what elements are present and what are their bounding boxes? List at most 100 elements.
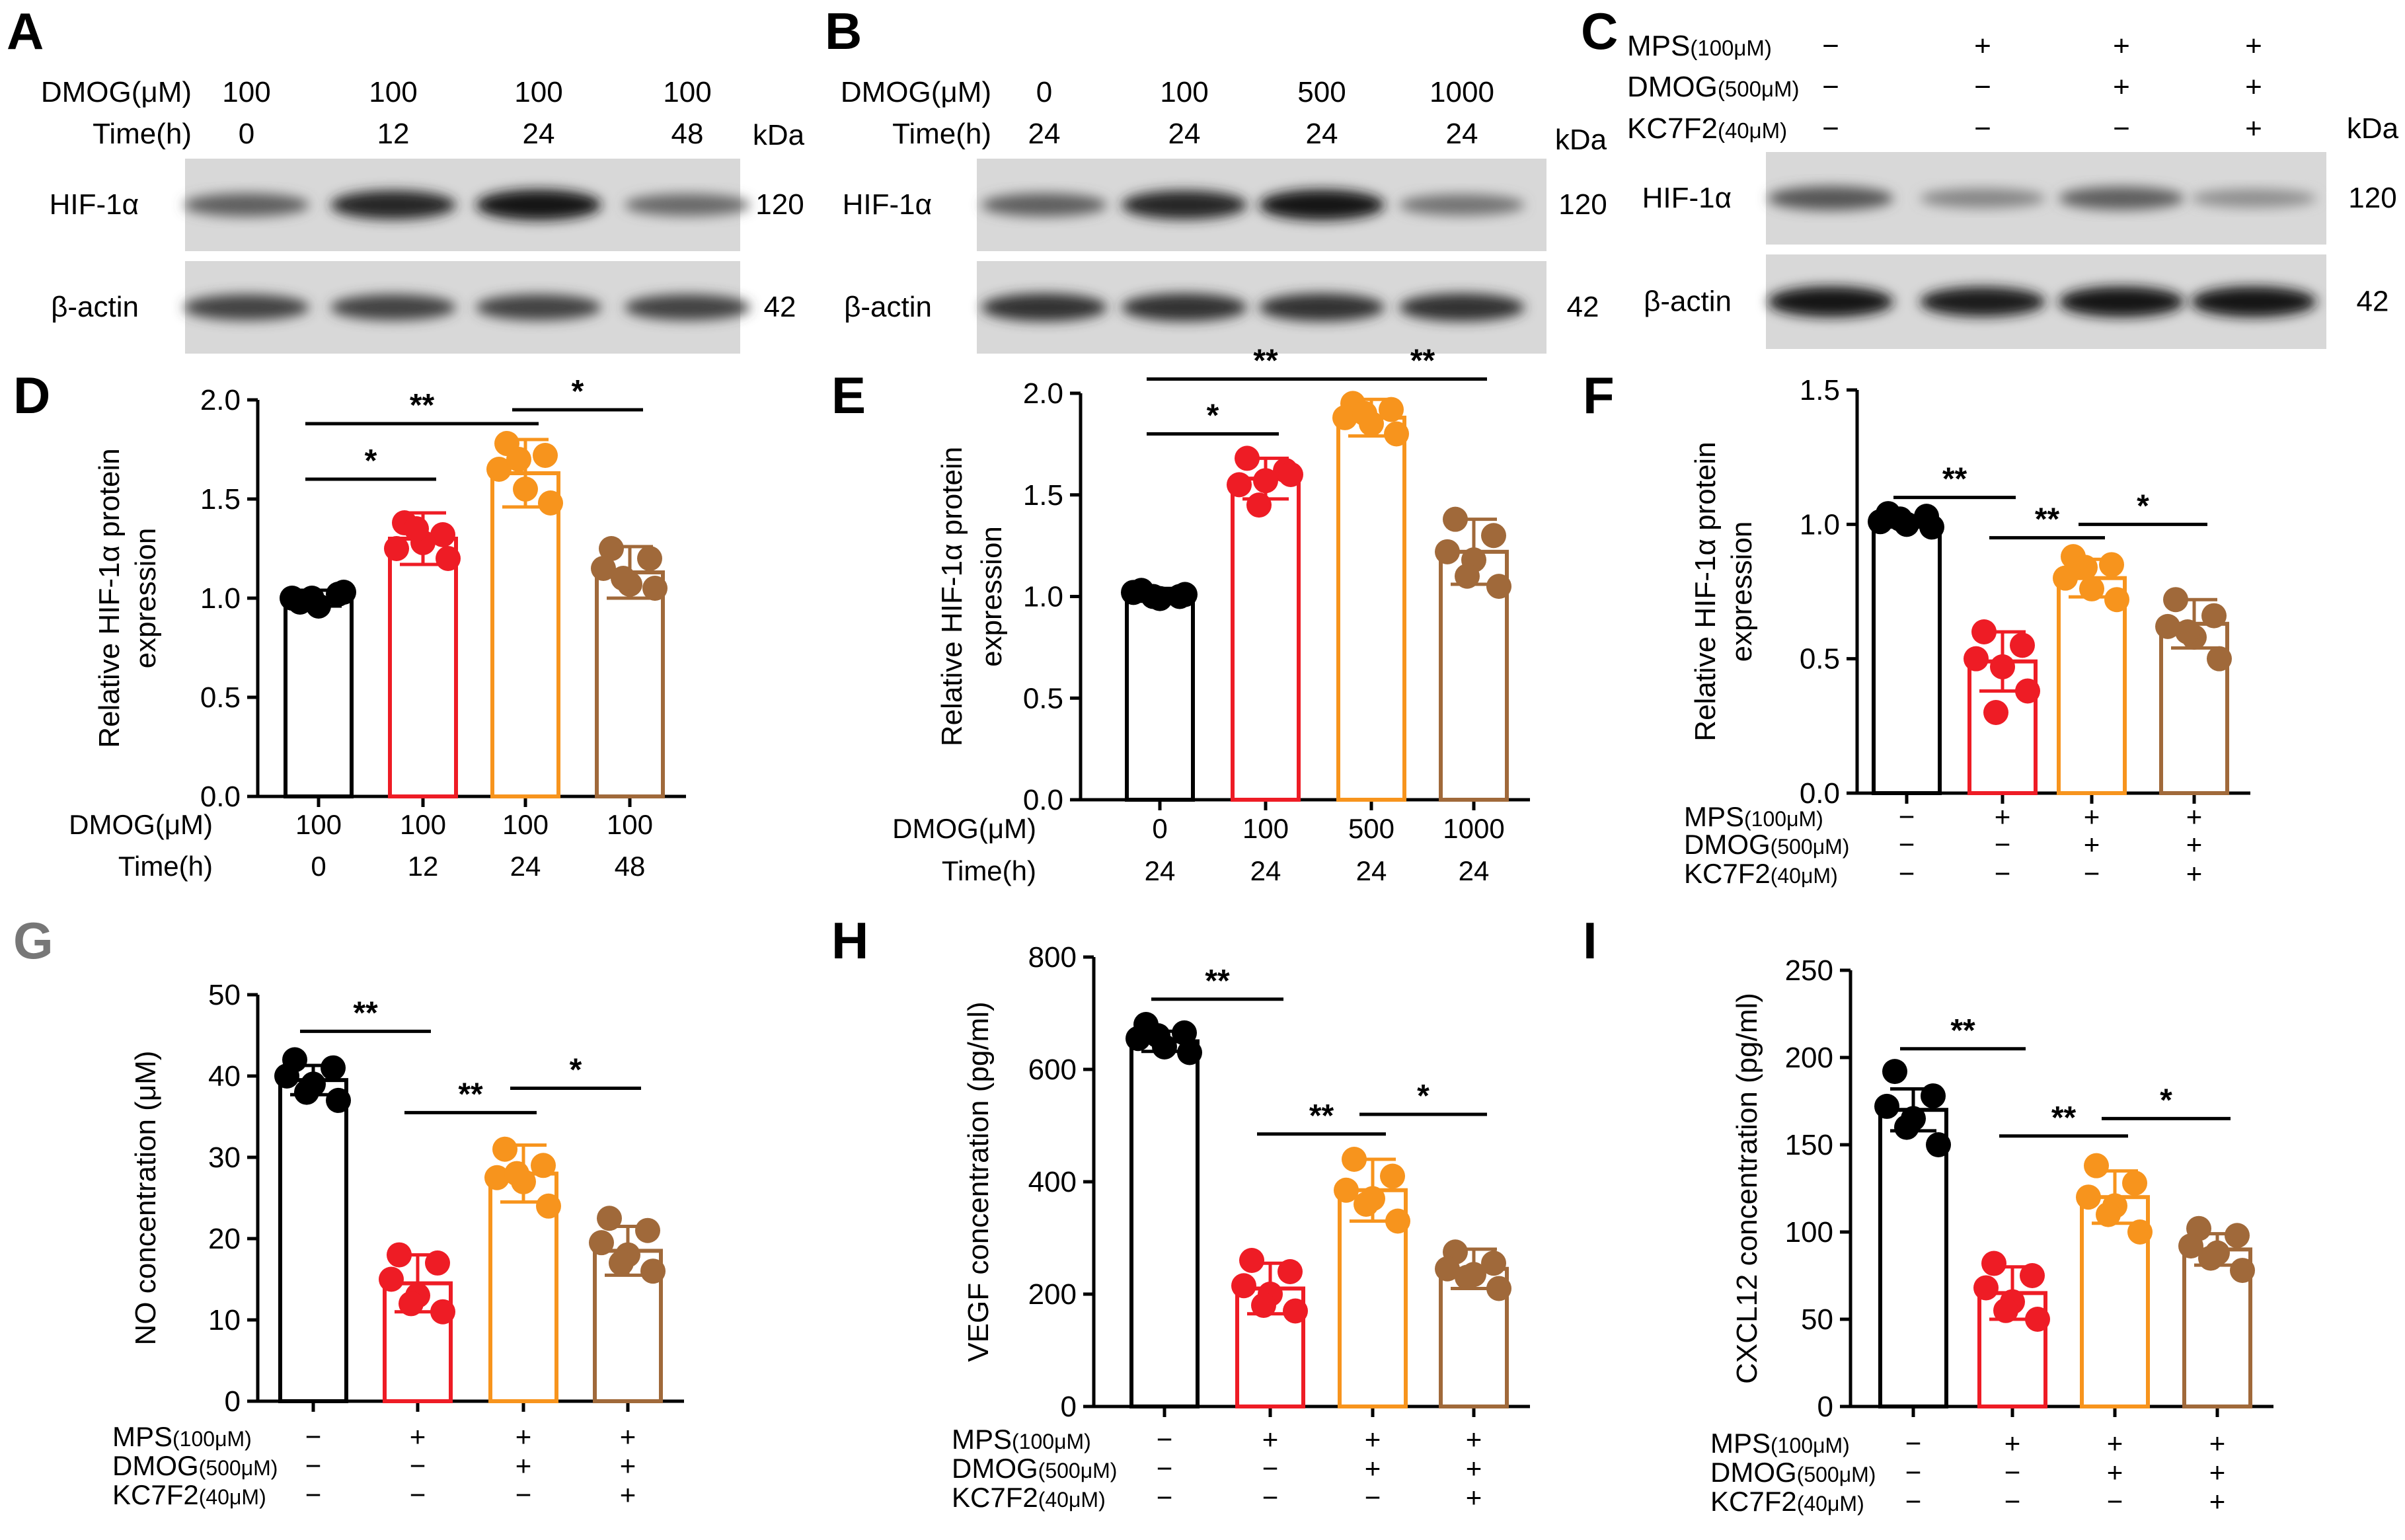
y-axis-label: Relative HIF-1α protein xyxy=(1689,442,1722,741)
condition-value: 100 xyxy=(369,76,417,108)
condition-value: − xyxy=(1905,1486,1922,1517)
data-point xyxy=(637,546,662,571)
data-point xyxy=(404,516,429,541)
data-point xyxy=(506,447,531,472)
condition-value: + xyxy=(515,1421,532,1452)
y-tick-label: 2.0 xyxy=(1023,377,1063,410)
condition-value: 100 xyxy=(514,76,562,108)
y-axis-label: VEGF concentration (pg/ml) xyxy=(962,1001,995,1362)
condition-value: − xyxy=(1974,71,1991,103)
y-tick-label: 0 xyxy=(1817,1391,1833,1423)
panel-label-i: I xyxy=(1583,911,1597,970)
data-point xyxy=(1990,654,2015,679)
condition-value: 100 xyxy=(607,809,653,840)
band-kda: 120 xyxy=(1558,188,1607,221)
data-point xyxy=(2122,1171,2147,1196)
band-kda: 120 xyxy=(755,188,804,221)
data-point xyxy=(1919,514,1944,540)
data-point xyxy=(2010,633,2035,658)
significance-label: ** xyxy=(1309,1098,1334,1134)
y-tick-label: 1.5 xyxy=(1023,479,1063,512)
y-tick-label: 20 xyxy=(208,1223,241,1255)
condition-value: − xyxy=(305,1421,322,1452)
condition-value: 500 xyxy=(1297,76,1346,108)
significance-label: * xyxy=(2160,1083,2172,1118)
band-name: HIF-1α xyxy=(843,188,932,221)
data-point xyxy=(399,1291,424,1317)
y-tick-label: 0.0 xyxy=(200,781,241,813)
condition-value: − xyxy=(1899,829,1915,860)
data-point xyxy=(326,1087,351,1113)
kda-header: kDa xyxy=(753,119,805,151)
condition-value: + xyxy=(620,1421,636,1452)
significance-label: * xyxy=(572,374,584,409)
y-tick-label: 600 xyxy=(1028,1054,1077,1086)
data-point xyxy=(1342,1147,1367,1172)
data-point xyxy=(384,536,409,561)
condition-value: + xyxy=(1974,30,1991,62)
data-point xyxy=(533,443,558,468)
data-point xyxy=(1888,506,1913,532)
condition-value: − xyxy=(410,1479,426,1510)
condition-unit: (40μM) xyxy=(1797,1492,1864,1516)
band-kda: 42 xyxy=(764,291,796,323)
condition-value: + xyxy=(1995,801,2011,832)
data-point xyxy=(640,1258,666,1284)
condition-value: 500 xyxy=(1348,813,1394,844)
y-tick-label: 400 xyxy=(1028,1166,1077,1198)
y-tick-label: 1.0 xyxy=(1800,508,1840,541)
condition-unit: (100μM) xyxy=(1744,807,1823,831)
condition-row-name: Time(h) xyxy=(118,851,213,882)
data-point xyxy=(1231,1273,1256,1299)
kda-header: kDa xyxy=(2347,112,2399,145)
condition-value: − xyxy=(2107,1486,2123,1517)
data-point xyxy=(1481,523,1506,549)
data-point xyxy=(2025,1307,2050,1332)
bar xyxy=(388,537,458,798)
data-point xyxy=(635,1217,660,1243)
condition-name: MPS xyxy=(112,1421,172,1452)
band-name: HIF-1α xyxy=(50,188,139,221)
data-point xyxy=(436,546,461,571)
condition-row-name: Time(h) xyxy=(892,118,991,150)
bar xyxy=(1872,520,1942,795)
data-point xyxy=(513,477,538,502)
y-tick-label: 0.5 xyxy=(200,681,241,714)
band-name: β-actin xyxy=(1644,286,1732,318)
y-tick-label: 40 xyxy=(208,1060,241,1093)
data-point xyxy=(430,522,455,547)
blot-band xyxy=(625,194,750,216)
significance-label: ** xyxy=(1253,343,1278,378)
condition-value: + xyxy=(2209,1428,2226,1459)
y-tick-label: 200 xyxy=(1028,1278,1077,1311)
data-point xyxy=(2099,552,2124,578)
condition-row-name: KC7F2(40μM) xyxy=(952,1482,1106,1513)
data-point xyxy=(2084,1153,2109,1178)
condition-row-name: KC7F2(40μM) xyxy=(1710,1486,1864,1517)
condition-value: + xyxy=(2245,71,2262,103)
data-point xyxy=(2178,1233,2203,1259)
data-point xyxy=(2015,678,2040,704)
condition-row-name: DMOG(μM) xyxy=(892,813,1036,844)
data-point xyxy=(1921,1083,1946,1109)
condition-value: 100 xyxy=(502,809,549,840)
bar xyxy=(1878,1108,1948,1408)
data-point xyxy=(1993,1297,2018,1323)
condition-value: 24 xyxy=(1250,855,1281,886)
condition-value: 100 xyxy=(1242,813,1289,844)
condition-value: 0 xyxy=(1152,813,1167,844)
condition-value: − xyxy=(1974,112,1991,145)
blot-band xyxy=(625,294,750,321)
panel-label-g: G xyxy=(13,911,54,970)
condition-value: + xyxy=(2113,71,2130,103)
condition-value: − xyxy=(1157,1453,1173,1484)
significance-label: * xyxy=(365,443,377,479)
condition-value: − xyxy=(305,1450,322,1481)
condition-row-name: DMOG(μM) xyxy=(69,809,213,840)
condition-value: + xyxy=(2245,112,2262,145)
y-tick-label: 1.0 xyxy=(200,582,241,615)
condition-value: 24 xyxy=(1446,118,1478,150)
condition-value: + xyxy=(1365,1424,1381,1455)
data-point xyxy=(2053,565,2078,591)
data-point xyxy=(1455,1264,1480,1290)
